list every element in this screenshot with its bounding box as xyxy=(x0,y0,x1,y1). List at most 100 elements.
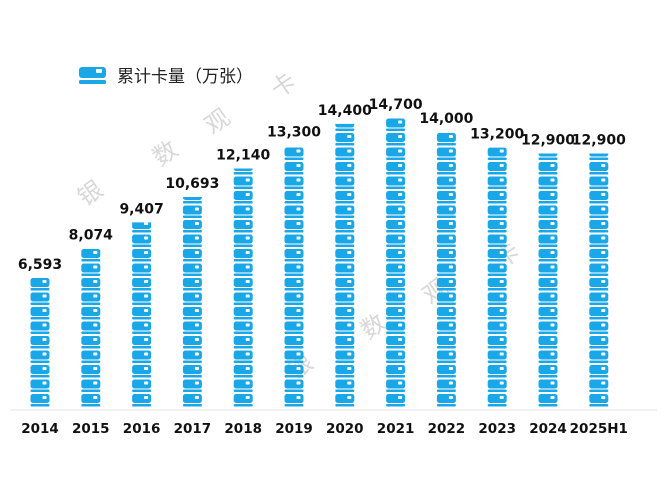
card-unit-icon xyxy=(538,205,558,218)
card-unit-icon xyxy=(284,162,304,175)
card-unit-icon xyxy=(81,278,101,291)
x-tick-label: 2024 xyxy=(529,421,567,437)
card-unit-icon xyxy=(538,350,558,363)
card-unit-icon xyxy=(386,350,406,363)
card-unit-icon xyxy=(589,350,609,363)
card-unit-icon xyxy=(30,321,50,334)
card-unit-icon xyxy=(335,379,355,392)
card-unit-icon xyxy=(538,234,558,247)
card-unit-icon xyxy=(132,234,152,247)
card-unit-icon xyxy=(233,168,253,175)
bar-2025H1 xyxy=(589,153,609,407)
card-unit-icon xyxy=(538,249,558,262)
card-unit-icon xyxy=(233,379,253,392)
card-unit-icon xyxy=(182,205,202,218)
card-unit-icon xyxy=(233,365,253,378)
card-unit-icon xyxy=(233,234,253,247)
card-unit-icon xyxy=(538,336,558,349)
card-unit-icon xyxy=(132,365,152,378)
value-label: 14,000 xyxy=(419,111,473,127)
card-unit-icon xyxy=(436,292,456,305)
card-unit-icon xyxy=(386,162,406,175)
card-unit-icon xyxy=(538,176,558,189)
card-unit-icon xyxy=(386,118,406,131)
x-tick-label: 2015 xyxy=(72,421,110,437)
bar-2016 xyxy=(132,222,152,407)
card-unit-icon xyxy=(30,365,50,378)
bar-2024 xyxy=(538,153,558,407)
card-unit-icon xyxy=(233,220,253,233)
card-unit-icon xyxy=(284,278,304,291)
x-tick-label: 2020 xyxy=(326,421,364,437)
x-tick-label: 2025H1 xyxy=(570,421,628,437)
bar-2020 xyxy=(335,123,355,407)
card-unit-icon xyxy=(233,176,253,189)
card-unit-icon xyxy=(132,350,152,363)
x-tick-label: 2014 xyxy=(21,421,59,437)
card-unit-icon xyxy=(284,249,304,262)
card-unit-icon xyxy=(233,394,253,407)
card-unit-icon xyxy=(335,205,355,218)
card-unit-icon xyxy=(284,220,304,233)
value-label: 14,400 xyxy=(318,103,372,119)
card-unit-icon xyxy=(538,394,558,407)
card-unit-icon xyxy=(233,307,253,320)
card-unit-icon xyxy=(233,205,253,218)
card-unit-icon xyxy=(436,234,456,247)
card-unit-icon xyxy=(386,394,406,407)
card-unit-icon xyxy=(81,292,101,305)
card-unit-icon xyxy=(81,321,101,334)
card-unit-icon xyxy=(335,162,355,175)
card-unit-icon xyxy=(538,162,558,175)
card-unit-icon xyxy=(436,394,456,407)
card-unit-icon xyxy=(81,379,101,392)
card-unit-icon xyxy=(487,379,507,392)
watermark-char: 数 xyxy=(148,135,184,172)
card-unit-icon xyxy=(81,336,101,349)
card-unit-icon xyxy=(436,321,456,334)
card-unit-icon xyxy=(436,307,456,320)
card-unit-icon xyxy=(335,278,355,291)
card-unit-icon xyxy=(132,321,152,334)
card-unit-icon xyxy=(538,191,558,204)
watermark-char: 观 xyxy=(200,103,236,140)
card-unit-icon xyxy=(81,365,101,378)
card-unit-icon xyxy=(284,176,304,189)
card-unit-icon xyxy=(589,365,609,378)
card-unit-icon xyxy=(30,379,50,392)
card-unit-icon xyxy=(284,191,304,204)
card-unit-icon xyxy=(538,307,558,320)
card-unit-icon xyxy=(487,263,507,276)
card-unit-icon xyxy=(335,133,355,146)
card-unit-icon xyxy=(132,336,152,349)
card-unit-icon xyxy=(132,292,152,305)
card-unit-icon xyxy=(436,379,456,392)
value-label: 12,900 xyxy=(572,133,626,149)
card-unit-icon xyxy=(538,379,558,392)
card-unit-icon xyxy=(538,220,558,233)
card-unit-icon xyxy=(182,350,202,363)
card-unit-icon xyxy=(335,365,355,378)
legend-label: 累计卡量（万张） xyxy=(117,67,253,87)
card-unit-icon xyxy=(589,220,609,233)
card-unit-icon xyxy=(284,292,304,305)
x-tick-label: 2019 xyxy=(275,421,313,437)
card-unit-icon xyxy=(132,379,152,392)
card-unit-icon xyxy=(81,249,101,262)
card-unit-icon xyxy=(182,321,202,334)
card-unit-icon xyxy=(436,147,456,160)
card-unit-icon xyxy=(487,336,507,349)
card-unit-icon xyxy=(284,321,304,334)
card-unit-icon xyxy=(487,321,507,334)
card-unit-icon xyxy=(284,365,304,378)
card-unit-icon xyxy=(335,307,355,320)
card-unit-icon xyxy=(30,336,50,349)
bar-2022 xyxy=(436,133,456,407)
card-unit-icon xyxy=(335,292,355,305)
card-unit-icon xyxy=(487,234,507,247)
card-unit-icon xyxy=(589,153,609,160)
value-label: 14,700 xyxy=(369,97,423,113)
card-unit-icon xyxy=(487,278,507,291)
card-unit-icon xyxy=(386,249,406,262)
card-unit-icon xyxy=(386,292,406,305)
